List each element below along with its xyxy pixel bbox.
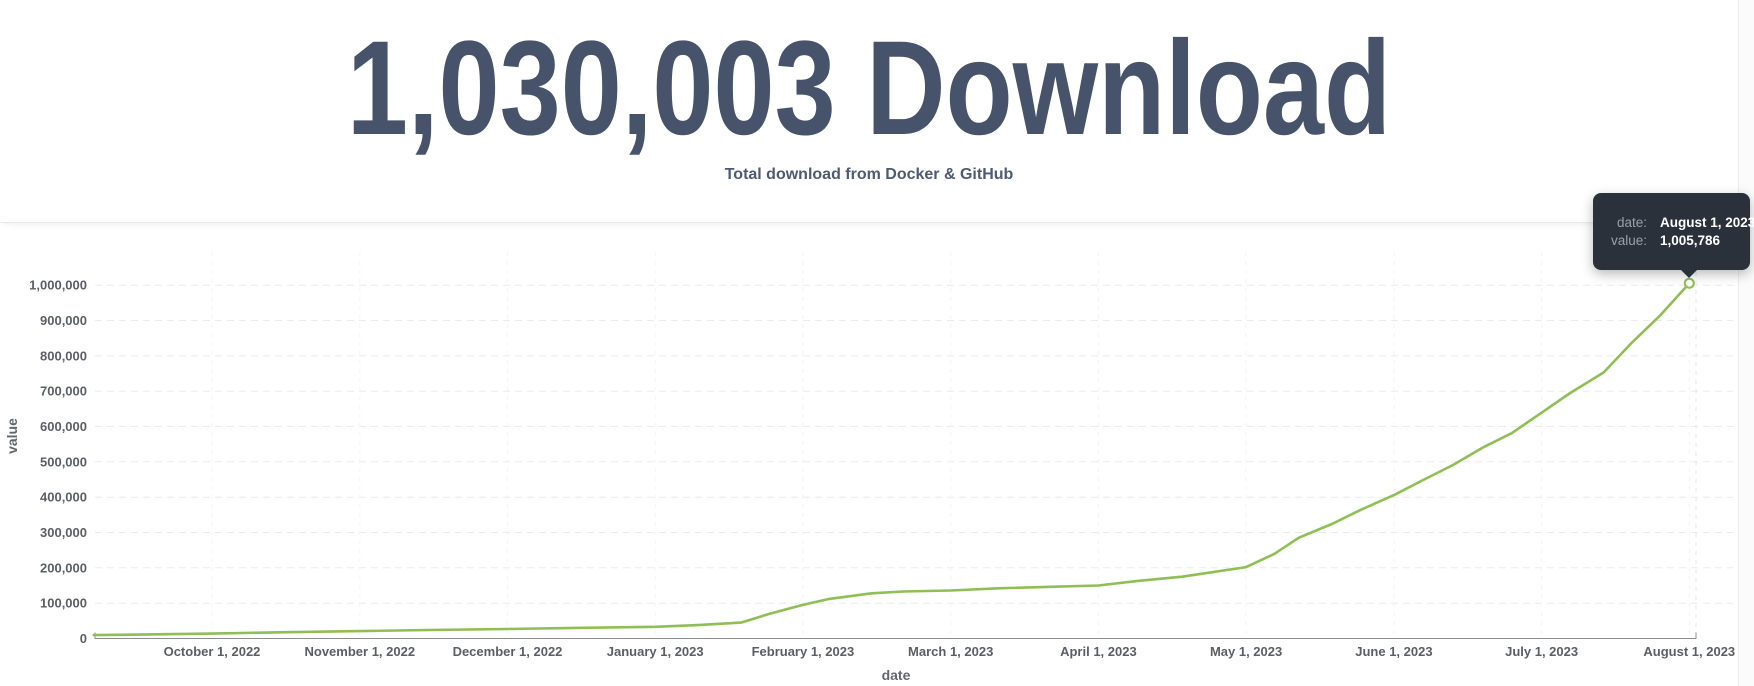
chart-gridlines [95, 252, 1733, 639]
data-point-marker[interactable] [1683, 277, 1695, 289]
x-tick-label: May 1, 2023 [1210, 644, 1282, 659]
x-tick-label: January 1, 2023 [607, 644, 704, 659]
x-tick-label: December 1, 2022 [453, 644, 563, 659]
download-count-title: 1,030,003 Download [346, 14, 1392, 163]
download-subtitle: Total download from Docker & GitHub [724, 166, 1014, 183]
tooltip-date-value: August 1, 2023 [1660, 214, 1754, 230]
y-tick-label: 700,000 [40, 384, 87, 399]
chart-tick-labels: 0 100,000 200,000 300,000 400,000 500,000 600,… [29, 278, 1735, 659]
tooltip-content: date: August 1, 2023 value: 1,005,786 [1593, 214, 1754, 248]
y-tick-label: 900,000 [40, 313, 87, 328]
y-tick-label: 100,000 [40, 596, 87, 611]
y-tick-label: 400,000 [40, 490, 87, 505]
tooltip-arrow [1680, 269, 1698, 278]
y-tick-label: 200,000 [40, 560, 87, 575]
x-tick-label: March 1, 2023 [908, 644, 993, 659]
x-tick-label: November 1, 2022 [305, 644, 416, 659]
x-tick-label: August 1, 2023 [1643, 644, 1735, 659]
y-tick-label: 500,000 [40, 454, 87, 469]
x-tick-label: June 1, 2023 [1355, 644, 1432, 659]
downloads-series-line[interactable] [92, 281, 1691, 637]
x-tick-label: April 1, 2023 [1060, 644, 1137, 659]
downloads-line-chart[interactable]: 0 100,000 200,000 300,000 400,000 500,000 600,… [0, 224, 1754, 686]
header: 1,030,003 Download Total download from D… [0, 0, 1738, 223]
chart-tooltip: date: August 1, 2023 value: 1,005,786 [1593, 193, 1754, 278]
y-tick-label: 300,000 [40, 525, 87, 540]
chart-axes [94, 632, 1697, 639]
x-axis-title: date [882, 667, 911, 683]
x-tick-label: October 1, 2022 [164, 644, 261, 659]
x-axis-line [94, 632, 1697, 639]
x-tick-label: July 1, 2023 [1505, 644, 1578, 659]
y-tick-label: 0 [80, 631, 87, 646]
tooltip-value-label: value: [1610, 232, 1647, 248]
tooltip-date-label: date: [1616, 214, 1647, 230]
y-tick-label: 800,000 [40, 348, 87, 363]
tooltip-value-value: 1,005,786 [1660, 232, 1721, 248]
x-tick-label: February 1, 2023 [752, 644, 855, 659]
chart-panel: 0 100,000 200,000 300,000 400,000 500,000 600,… [0, 224, 1754, 686]
y-axis-title: value [4, 418, 20, 454]
y-tick-label: 600,000 [40, 419, 87, 434]
y-tick-label: 1,000,000 [29, 278, 87, 293]
scrollbar-track[interactable] [1738, 0, 1754, 686]
chart-series[interactable] [92, 277, 1695, 637]
